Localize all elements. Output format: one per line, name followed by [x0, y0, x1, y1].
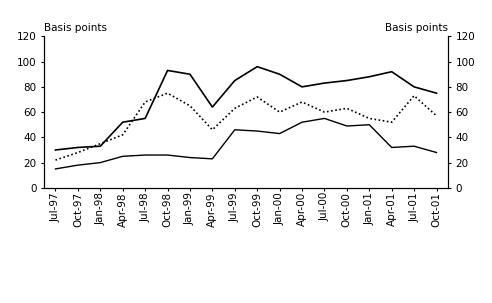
A — [411, 144, 417, 148]
AA — [232, 106, 238, 110]
A — [75, 163, 81, 167]
AA — [344, 106, 350, 110]
Line: A: A — [56, 118, 436, 169]
A — [254, 129, 260, 133]
AA — [75, 151, 81, 154]
AA — [299, 100, 305, 104]
AAA — [75, 146, 81, 149]
AA — [254, 95, 260, 99]
A — [165, 153, 171, 157]
AAA — [165, 68, 171, 72]
AA — [321, 110, 327, 114]
AA — [210, 128, 215, 132]
AAA — [299, 85, 305, 89]
AAA — [97, 144, 103, 148]
A — [299, 120, 305, 124]
A — [142, 153, 148, 157]
AAA — [344, 79, 350, 82]
Line: AA: AA — [56, 93, 436, 160]
A — [232, 128, 238, 132]
Line: AAA: AAA — [56, 67, 436, 150]
A — [187, 156, 193, 159]
AAA — [389, 70, 395, 74]
AAA — [53, 148, 59, 152]
A — [97, 161, 103, 165]
AAA — [120, 120, 125, 124]
AAA — [254, 65, 260, 68]
AAA — [367, 75, 372, 78]
AA — [165, 92, 171, 95]
AA — [411, 94, 417, 98]
A — [53, 167, 59, 171]
AAA — [411, 85, 417, 89]
AA — [187, 104, 193, 108]
A — [277, 132, 282, 135]
A — [389, 146, 395, 149]
A — [321, 117, 327, 120]
A — [210, 157, 215, 161]
AAA — [433, 92, 439, 95]
AAA — [210, 105, 215, 109]
A — [120, 155, 125, 158]
A — [367, 123, 372, 127]
AAA — [187, 72, 193, 76]
AA — [97, 142, 103, 145]
AAA — [321, 81, 327, 85]
AA — [367, 117, 372, 120]
AA — [142, 100, 148, 104]
AA — [433, 114, 439, 118]
AAA — [232, 79, 238, 82]
AA — [389, 120, 395, 124]
A — [433, 151, 439, 154]
AA — [120, 133, 125, 137]
Text: Basis points: Basis points — [385, 23, 448, 33]
Text: Basis points: Basis points — [44, 23, 107, 33]
AA — [277, 110, 282, 114]
Legend: AAA, AA, A: AAA, AA, A — [145, 302, 347, 303]
AAA — [277, 72, 282, 76]
AA — [53, 158, 59, 162]
AAA — [142, 117, 148, 120]
A — [344, 124, 350, 128]
